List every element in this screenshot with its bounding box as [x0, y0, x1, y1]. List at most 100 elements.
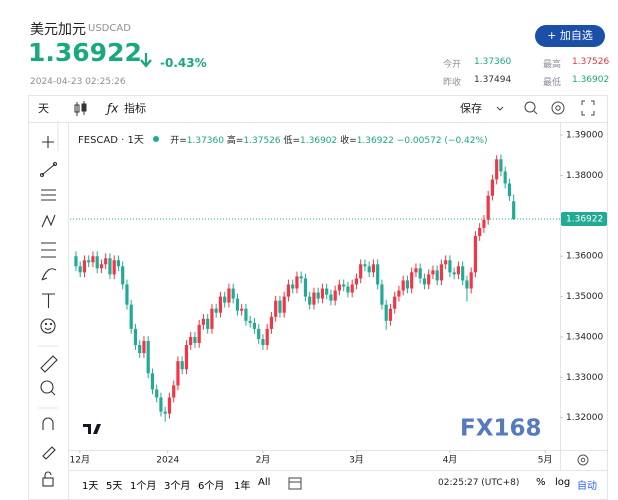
candle-body — [146, 340, 150, 374]
candle-body — [227, 288, 231, 303]
candle-type-button[interactable] — [74, 101, 87, 116]
candle-body — [320, 288, 325, 299]
candle-body — [295, 276, 299, 289]
save-button[interactable]: 保存 — [460, 101, 482, 115]
candle-body — [184, 345, 189, 370]
candle-body — [214, 308, 218, 313]
candle-body — [503, 171, 507, 184]
indicators-button[interactable]: 指标 — [124, 101, 146, 115]
chart-legend: FESCAD · 1天 开=1.37360 高=1.37526 低=1.3690… — [78, 131, 488, 146]
log-toggle[interactable]: log — [555, 477, 571, 488]
price-label-box — [561, 211, 607, 226]
candle-body — [78, 266, 82, 273]
candle-body — [150, 373, 155, 390]
candle-body — [482, 219, 486, 228]
add-watchlist-button[interactable]: + 加自选 — [535, 25, 605, 47]
legend-value: 1.37526 — [243, 136, 281, 146]
candle-body — [410, 272, 414, 289]
date-range-icon[interactable] — [288, 477, 302, 490]
candle-body — [180, 361, 184, 370]
candle-body — [223, 296, 227, 303]
candle-body — [197, 324, 201, 344]
candle-body — [159, 397, 163, 412]
range-button[interactable]: 5天 — [106, 481, 123, 492]
candle-body — [129, 304, 133, 329]
candle-body — [342, 284, 346, 287]
candle-body — [99, 264, 104, 269]
candle-body — [329, 294, 333, 301]
x-tick-label: 4月 — [443, 455, 458, 466]
candle-body — [405, 280, 410, 289]
stat-label: 最高 — [543, 60, 562, 70]
pair-symbol: USDCAD — [88, 23, 131, 34]
candle-body — [431, 270, 435, 275]
legend-label: 高= — [226, 136, 244, 146]
stat-label: 最低 — [543, 78, 562, 88]
legend-value: 1.37360 — [186, 136, 224, 146]
legend-value: 1.36922 — [356, 136, 394, 146]
interval-button[interactable]: 天 — [38, 102, 49, 115]
candle-body — [354, 278, 359, 285]
candle-body — [473, 236, 478, 273]
range-button[interactable]: All — [258, 477, 271, 488]
range-button[interactable]: 6个月 — [198, 481, 225, 492]
candle-body — [427, 274, 431, 285]
y-tick-label: 1.32000 — [566, 413, 603, 423]
candle-body — [316, 292, 320, 299]
candle-body — [299, 276, 303, 279]
auto-toggle[interactable]: 自动 — [577, 481, 597, 492]
toolbar-icons[interactable] — [524, 100, 595, 116]
price-label: 1.36922 — [566, 214, 603, 224]
candle-body — [422, 278, 427, 285]
candle-body — [478, 227, 482, 237]
y-tick-label: 1.39000 — [566, 131, 603, 141]
dropdown-icon[interactable] — [496, 106, 504, 111]
candle-body — [201, 318, 206, 325]
candle-body — [91, 256, 95, 263]
candle-body — [138, 345, 142, 354]
status-dot — [153, 136, 160, 142]
candle-body — [155, 389, 159, 398]
candle-body — [495, 159, 499, 180]
candle-body — [469, 272, 473, 289]
clock: 02:25:27 (UTC+8) — [438, 478, 520, 488]
candle-body — [252, 322, 257, 329]
candle-body — [303, 278, 308, 297]
percent-toggle[interactable]: % — [536, 477, 546, 488]
candle-body — [167, 397, 172, 414]
candle-body — [74, 256, 78, 267]
candle-body — [282, 296, 286, 313]
drawing-tools[interactable] — [39, 136, 58, 487]
y-tick-label: 1.33000 — [566, 373, 603, 383]
candle-body — [244, 308, 248, 321]
candle-body — [486, 195, 490, 220]
pair-name: 美元加元 — [30, 22, 86, 38]
stat-value: 1.37526 — [572, 57, 610, 67]
candle-body — [176, 361, 180, 386]
candle-body — [125, 284, 129, 305]
range-button[interactable]: 1个月 — [130, 481, 157, 492]
candle-body — [512, 201, 516, 220]
fx-icon: ƒx — [105, 102, 119, 116]
stat-value: 1.36902 — [572, 75, 610, 85]
stat-label: 今开 — [443, 60, 462, 70]
range-button[interactable]: 1年 — [234, 481, 251, 492]
candle-body — [278, 300, 282, 313]
candle-body — [218, 296, 223, 313]
candle-body — [414, 268, 418, 273]
candle-body — [346, 286, 350, 293]
settings-icon[interactable] — [577, 454, 589, 466]
range-button[interactable]: 3个月 — [164, 481, 191, 492]
candle-body — [499, 159, 503, 172]
candle-body — [189, 336, 193, 346]
candle-body — [261, 338, 265, 346]
chart-title: FESCAD · 1天 — [78, 135, 144, 146]
candle-body — [121, 266, 125, 285]
legend-label: 收= — [340, 136, 357, 146]
candle-body — [384, 304, 388, 321]
tv-logo — [80, 417, 104, 439]
range-button[interactable]: 1天 — [82, 481, 99, 492]
candle-body — [265, 328, 269, 346]
